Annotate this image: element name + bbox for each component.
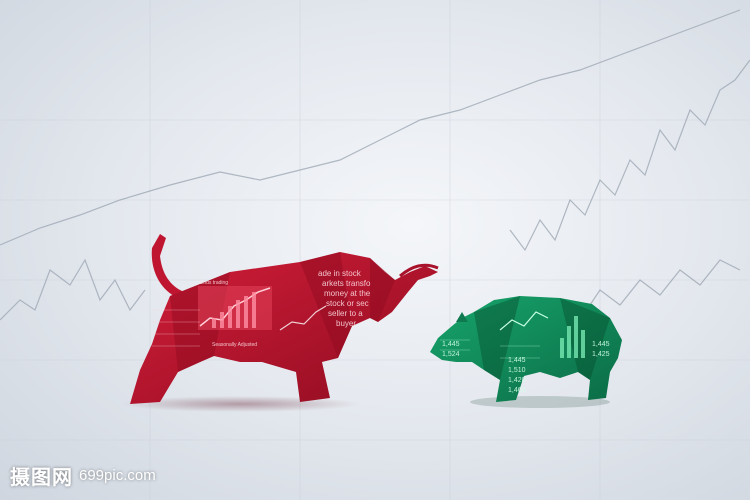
bull-text-line: arkets transfo	[322, 279, 371, 288]
bear-text-group: 1,445 1,524 1,445 1,510 1,420 1,460 1,44…	[442, 341, 610, 394]
bear-text-line: 1,524	[442, 351, 460, 358]
bull-text-line: money at the	[324, 289, 371, 298]
bull-tail	[151, 234, 184, 298]
bear-text-line: 1,445	[508, 357, 526, 364]
bear-ear	[456, 312, 468, 322]
bull-text-line: Seasonally Adjusted	[212, 342, 257, 348]
bull-text-line: buyer	[336, 319, 356, 328]
bull-text-line: Ends trading	[200, 280, 228, 286]
origami-bull: ade in stock arkets transfo money at the…	[130, 234, 439, 404]
bull-text-line: ade in stock	[318, 269, 362, 278]
bull-text-line: stock or sec	[326, 299, 369, 308]
bear-chart-overlay	[440, 311, 585, 359]
origami-bear: 1,445 1,524 1,445 1,510 1,420 1,460 1,44…	[430, 296, 622, 402]
bear-text-line: 1,510	[508, 367, 526, 374]
watermark-url: 699pic.com	[79, 467, 156, 484]
background-stock-lines	[0, 9, 750, 321]
bull-chart-overlay	[152, 286, 327, 347]
bear-text-line: 1,445	[592, 341, 610, 348]
bull-text-line: seller to a	[328, 309, 363, 318]
bear-text-line: 1,425	[592, 351, 610, 358]
bear-text-line: 1,445	[442, 341, 460, 348]
bear-text-line: 1,460	[508, 387, 526, 394]
watermark: 摄图网 699pic.com	[10, 461, 156, 490]
bear-text-line: 1,420	[508, 377, 526, 384]
bull-text-group: ade in stock arkets transfo money at the…	[200, 269, 371, 348]
bull-horn	[399, 263, 439, 278]
watermark-brand: 摄图网	[10, 467, 73, 489]
